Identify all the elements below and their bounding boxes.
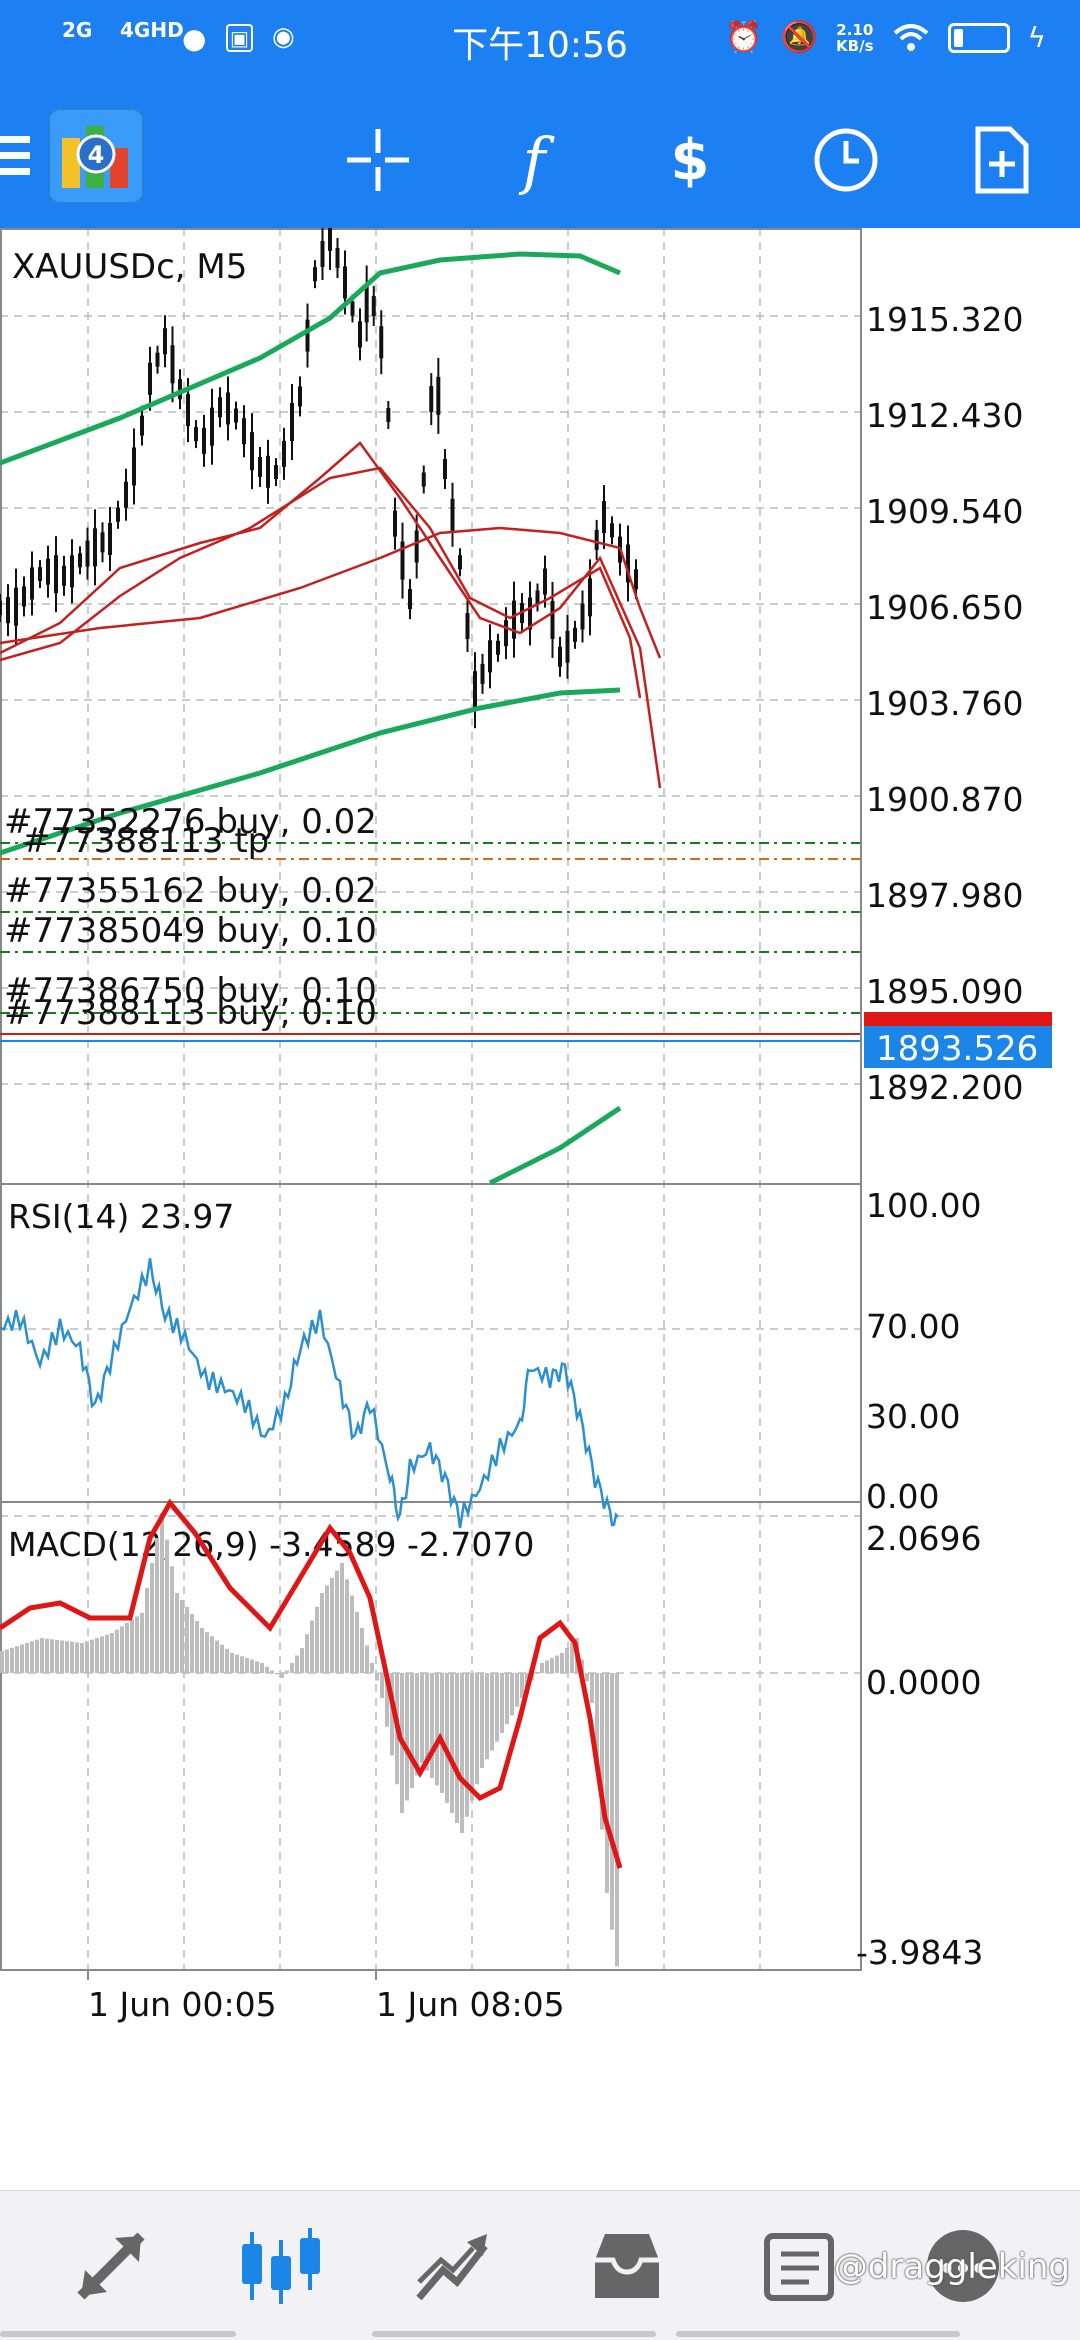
- battery-icon: [947, 22, 1010, 53]
- svg-text:4: 4: [88, 141, 105, 169]
- order-label[interactable]: #77352276 buy, 0.02: [4, 802, 377, 842]
- rsi-level: 30.00: [866, 1397, 960, 1436]
- mute-icon: 🔕: [780, 20, 819, 55]
- nav-indicator: [0, 2331, 236, 2337]
- rsi-level: 70.00: [866, 1307, 960, 1346]
- order-label[interactable]: #77355162 buy, 0.02: [4, 871, 377, 911]
- nav-indicator: [676, 2331, 960, 2337]
- toutiao-icon: ▣: [226, 24, 253, 52]
- order-label[interactable]: #77388113 buy, 0.10: [4, 993, 377, 1033]
- ask-price-marker: [864, 1012, 1052, 1026]
- macd-signal-series: [0, 1498, 623, 1869]
- bollinger-lower: [488, 1105, 622, 1186]
- new-document-icon[interactable]: [962, 120, 1042, 200]
- bid-price-label: 1893.526: [876, 1029, 1038, 1069]
- ma-mid: [0, 466, 642, 699]
- macd-title: MACD(12,26,9) -3.4589 -2.7070: [8, 1525, 534, 1564]
- chart-area[interactable]: XAUUSDc, M5 #77352276 buy, 0.02 #7738811…: [0, 193, 1080, 2190]
- price-label: 1906.650: [866, 588, 1023, 627]
- price-label: 1895.090: [866, 972, 1023, 1011]
- macd-level: -3.9843: [856, 1933, 983, 1972]
- status-right-icons: ⏰ 🔕 2.10 KB/s ϟ: [725, 20, 1046, 55]
- price-axis: 1915.320 1912.430 1909.540 1906.650 1903…: [866, 300, 1023, 1107]
- news-icon[interactable]: [756, 2221, 846, 2311]
- chart-grid: [0, 228, 860, 1970]
- signal-2g-icon: 2G: [62, 18, 93, 42]
- price-label: 1909.540: [866, 492, 1023, 531]
- nav-indicator: [372, 2331, 656, 2337]
- messages-icon[interactable]: [918, 2221, 1008, 2311]
- order-label[interactable]: #77386750 buy, 0.10: [4, 971, 377, 1011]
- price-label: 1915.320: [866, 300, 1023, 339]
- clock: 下午10:56: [452, 25, 628, 66]
- symbol-title: XAUUSDc, M5: [12, 247, 247, 287]
- status-bar: 2G 4GHD ● ▣ ◉ 下午10:56 ⏰ 🔕 2.10 KB/s ϟ: [0, 0, 1080, 84]
- macd-level: 0.0000: [866, 1663, 981, 1702]
- order-labels: #77352276 buy, 0.02 #77388113 tp #773551…: [4, 802, 377, 1033]
- crosshair-icon[interactable]: [338, 120, 418, 200]
- ma-fast: [0, 441, 662, 789]
- trade-icon[interactable]: $: [670, 127, 710, 193]
- rsi-axis: 100.00 70.00 30.00 0.00: [866, 1186, 981, 1516]
- function-icon[interactable]: f: [522, 123, 546, 197]
- macd-level: 2.0696: [866, 1519, 981, 1558]
- rsi-line: [0, 1258, 619, 1529]
- price-plot: [0, 193, 662, 1186]
- bid-price-badge: [864, 1026, 1052, 1068]
- price-label: 1900.870: [866, 780, 1023, 819]
- cat-icon: ◉: [272, 22, 295, 52]
- history-icon[interactable]: [582, 2221, 672, 2311]
- charging-icon: ϟ: [1027, 21, 1046, 54]
- signal-4g-icon: 4GHD: [120, 18, 184, 42]
- quotes-icon[interactable]: [66, 2221, 156, 2311]
- time-axis: 1 Jun 00:05 1 Jun 08:05: [87, 1970, 565, 2024]
- price-label: 1912.430: [866, 396, 1023, 435]
- price-label: 1892.200: [866, 1068, 1023, 1107]
- macd-panel-frame: [0, 1501, 862, 1971]
- rsi-level: 100.00: [866, 1186, 981, 1225]
- price-label: 1897.980: [866, 876, 1023, 915]
- macd-axis: 2.0696 0.0000 -3.9843: [856, 1519, 983, 1972]
- chart-toolbar: 4 f $: [0, 84, 1080, 230]
- order-label[interactable]: #77388113 tp: [22, 821, 269, 861]
- time-label: 1 Jun 00:05: [88, 1985, 277, 2024]
- bollinger-upper: [0, 251, 621, 466]
- rsi-series: [0, 1258, 619, 1529]
- wifi-icon: [893, 23, 928, 51]
- net-speed: 2.10 KB/s: [836, 20, 874, 55]
- macd-plot: [0, 1498, 623, 1967]
- trade-icon[interactable]: [408, 2221, 498, 2311]
- alarm-icon: ⏰: [725, 20, 763, 55]
- bollinger-middle: [0, 687, 621, 856]
- rsi-title: RSI(14) 23.97: [8, 1197, 234, 1236]
- clock-icon[interactable]: [806, 120, 886, 200]
- order-lines: [0, 842, 860, 1042]
- qq-icon: ●: [182, 22, 207, 55]
- app-logo-icon[interactable]: 4: [48, 108, 144, 204]
- ma-slow: [0, 526, 662, 659]
- watermark: @draggleking: [833, 2247, 1070, 2287]
- order-label[interactable]: #77385049 buy, 0.10: [4, 911, 377, 951]
- bottom-nav: @draggleking: [0, 2190, 1080, 2340]
- chart-canvas[interactable]: XAUUSDc, M5 #77352276 buy, 0.02 #7738811…: [0, 193, 1080, 2190]
- time-label: 1 Jun 08:05: [376, 1985, 565, 2024]
- chart-icon[interactable]: [236, 2221, 326, 2311]
- menu-icon[interactable]: [0, 136, 30, 180]
- rsi-level: 0.00: [866, 1477, 939, 1516]
- price-label: 1903.760: [866, 684, 1023, 723]
